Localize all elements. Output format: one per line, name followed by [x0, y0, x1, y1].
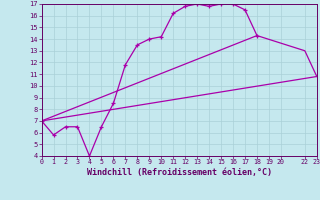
X-axis label: Windchill (Refroidissement éolien,°C): Windchill (Refroidissement éolien,°C) [87, 168, 272, 177]
